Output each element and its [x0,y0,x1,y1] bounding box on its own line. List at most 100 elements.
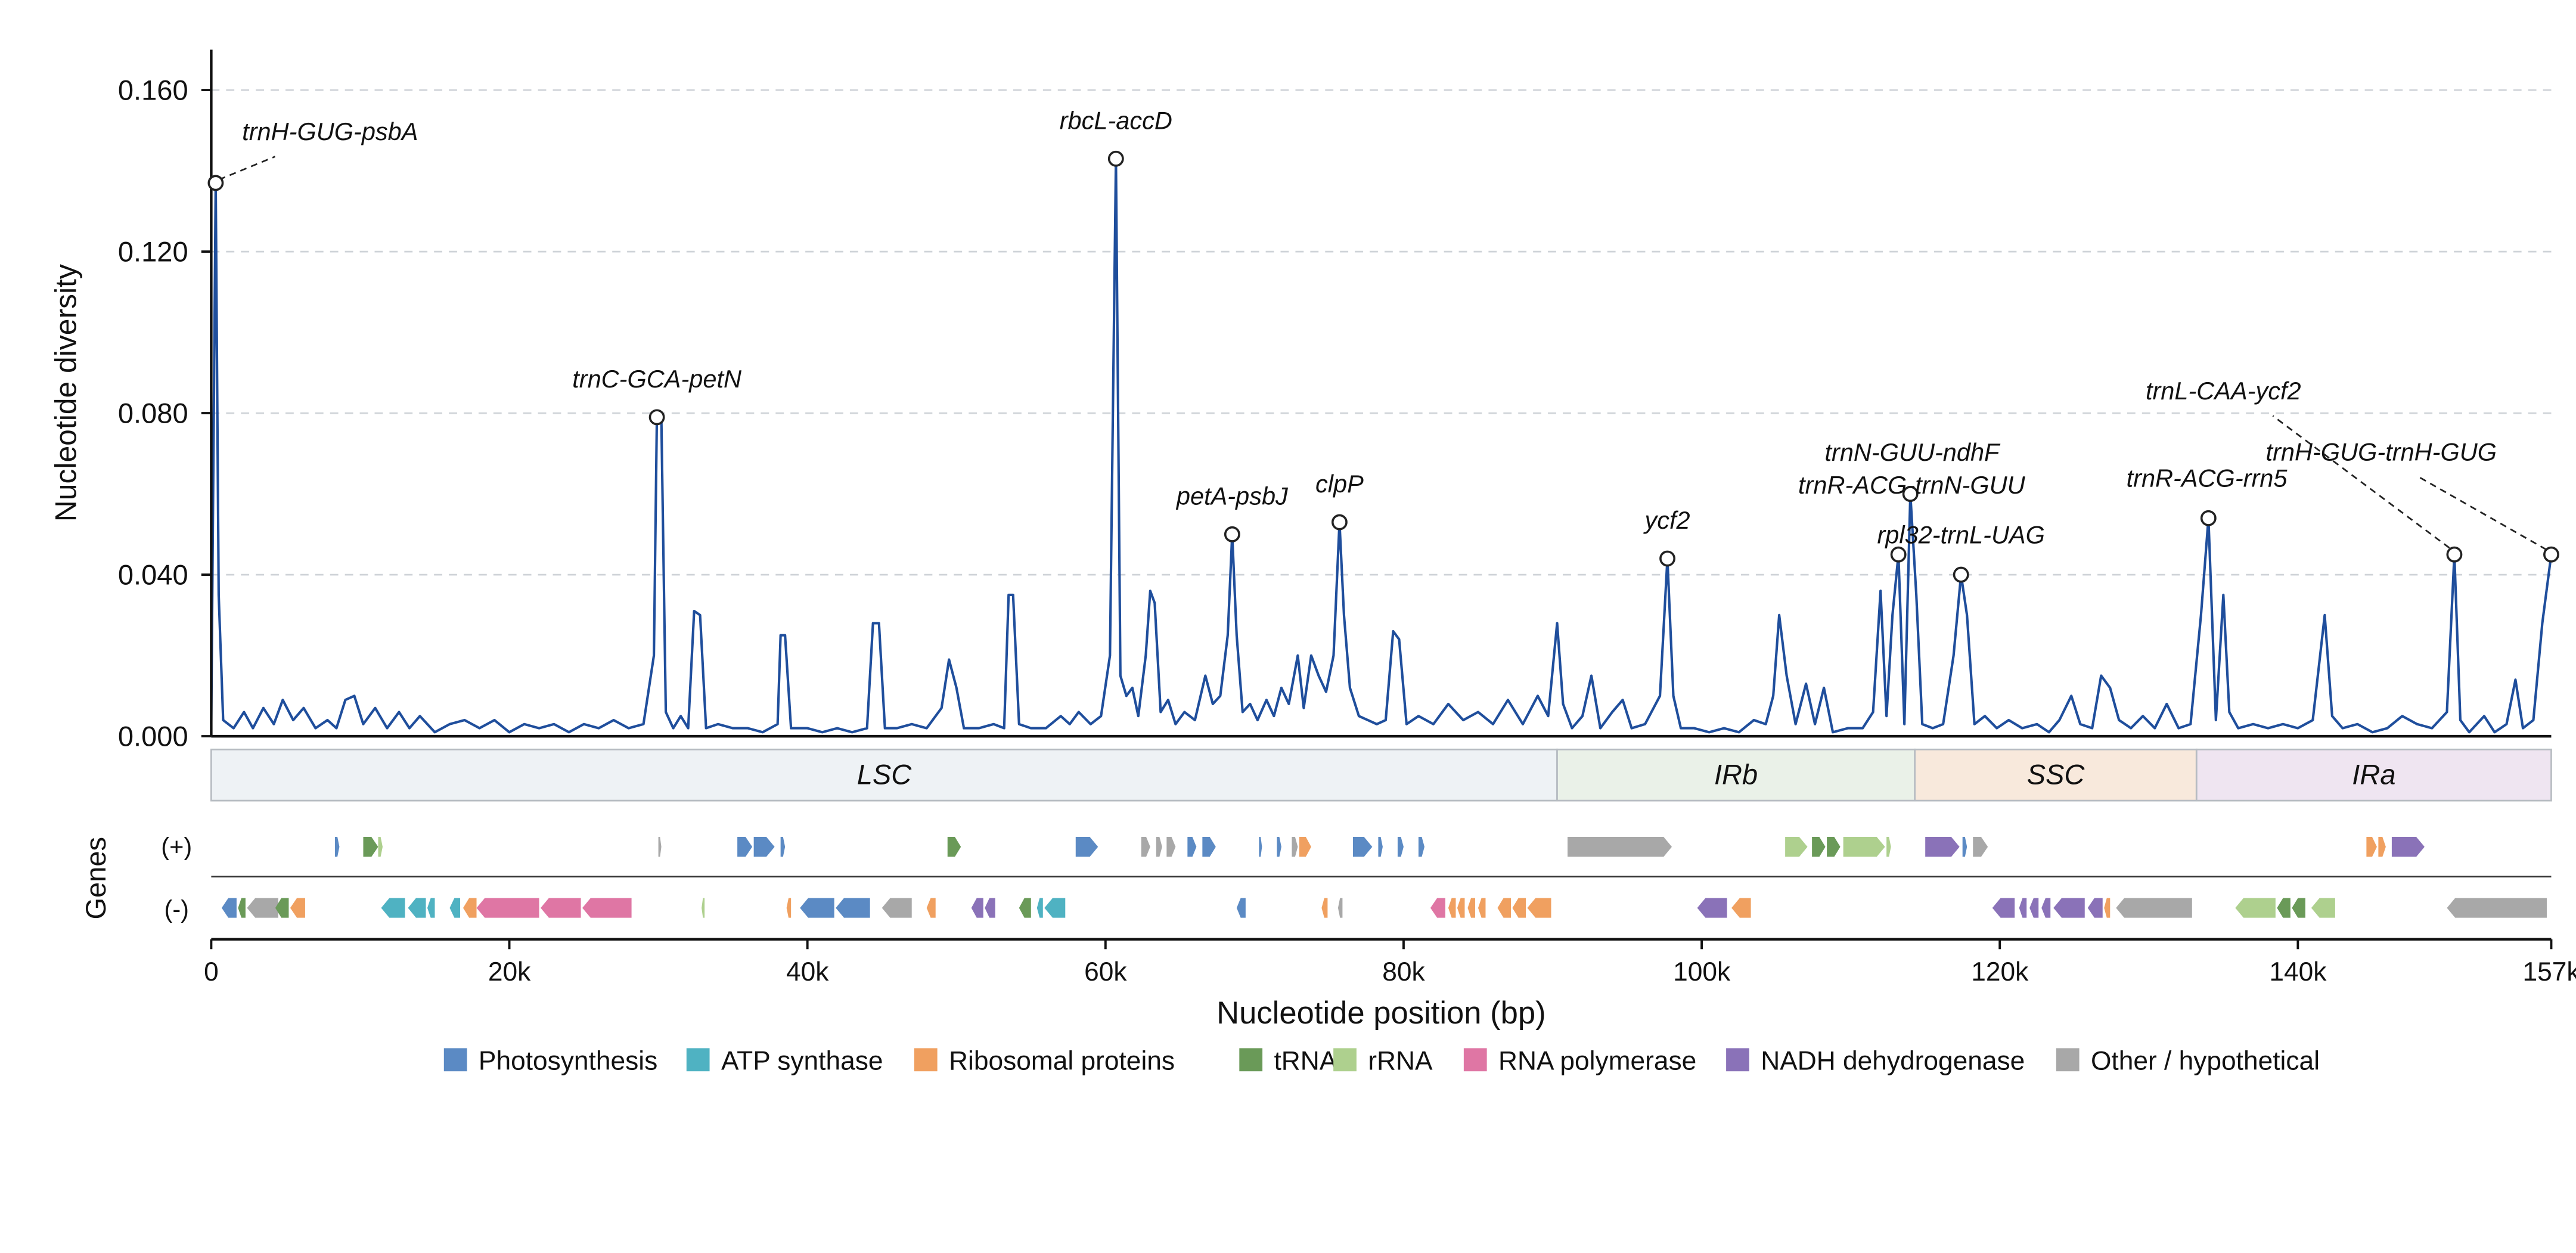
peak-leader-line [2272,415,2450,549]
gene-arrow-atp [381,898,405,918]
gene-arrow-rrna [1886,837,1891,857]
region-label: IRa [2352,758,2395,790]
x-tick-label: 40k [786,957,829,987]
gene-arrow-photosynthesis [1202,837,1216,857]
x-tick-label: 140k [2269,957,2327,987]
gene-arrow-photosynthesis [753,837,775,857]
gene-arrow-trna [1812,837,1826,857]
y-tick-label: 0.080 [118,398,188,429]
x-tick-label: 0 [204,957,219,987]
gene-arrow-atp [1036,898,1043,918]
peak-label: clpP [1315,470,1364,498]
legend-label: rRNA [1368,1046,1433,1075]
gene-arrow-atp [427,898,435,918]
gene-arrow-rnap [476,898,539,918]
peak-annotations: trnH-GUG-psbA trnC-GCA-petN rbcL-accD petA-… [207,106,2559,583]
x-tick-label: 100k [1673,957,1731,987]
gene-arrow-photosynthesis [1397,837,1404,857]
y-tick-label: 0.040 [118,559,188,591]
gene-arrow-ribosomal [1497,898,1511,918]
gene-arrow-ribosomal [2104,898,2111,918]
gene-arrow-ribosomal [926,898,936,918]
legend-swatch-nadh [1726,1048,1749,1072]
gene-arrow-rnap [541,898,581,918]
gene-arrow-rnap [1430,898,1445,918]
legend-label: RNA polymerase [1498,1046,1696,1075]
x-tick-label: 20k [488,957,531,987]
region-band [1914,748,2198,802]
region-band [1556,748,1916,802]
gridlines [211,89,2552,576]
x-axis-label: Nucleotide position (bp) [1216,995,1546,1031]
x-tick-label: 157k [2522,957,2576,987]
gene-arrow-photosynthesis [334,837,340,857]
peak-label: trnL-CAA-ycf2 [2146,377,2301,405]
peak-label: petA-psbJ [1175,482,1289,510]
gene-arrow-trna [275,898,289,918]
peak-marker [1890,546,1907,563]
gene-arrow-photosynthesis [1378,837,1383,857]
legend-label: NADH dehydrogenase [1761,1046,2025,1075]
gene-arrow-trna [2277,898,2291,918]
peak-label: trnH-GUG-trnH-GUG [2266,438,2497,466]
gene-arrow-other [1568,837,1672,857]
gene-arrow-photosynthesis [1075,837,1098,857]
gene-arrow-ribosomal [1527,898,1551,918]
peak-marker [207,175,224,191]
gene-arrow-rrna [2235,898,2276,918]
diversity-series-line [210,157,2553,734]
gene-arrow-rrna [1843,837,1885,857]
gene-arrow-ribosomal [786,898,792,918]
gene-arrow-trna [1827,837,1841,857]
peak-marker [2543,546,2559,563]
gene-arrow-ribosomal [463,898,477,918]
x-tick-label: 120k [1971,957,2029,987]
gene-arrow-atp [449,898,461,918]
peak-label: trnR-ACG-trnN-GUU [1798,471,2026,499]
gene-arrow-rrna [702,898,705,918]
gene-tracks [221,837,2547,918]
legend-label: Ribosomal proteins [949,1046,1175,1075]
y-tick-label: 0.000 [118,721,188,752]
gene-arrow-photosynthesis [1277,837,1281,857]
peak-label: ycf2 [1643,506,1690,534]
gene-arrow-other [882,898,912,918]
gene-arrow-nadh [2053,898,2085,918]
y-tick-label: 0.160 [118,75,188,106]
gene-arrow-photosynthesis [836,898,870,918]
gene-arrow-photosynthesis [780,837,786,857]
legend-swatch-rnap [1463,1048,1487,1072]
gene-arrow-ribosomal [1448,898,1456,918]
peak-label: trnC-GCA-petN [572,365,741,393]
peak-marker [1953,566,1969,583]
genes-label: Genes [80,837,111,920]
legend: Photosynthesis ATP synthase Ribosomal prot… [443,1046,2320,1075]
legend-swatch-trna [1239,1048,1263,1072]
peak-leader-line [2415,474,2547,551]
peak-marker [1659,550,1675,567]
strand-plus-label: (+) [161,832,192,860]
peak-label: rbcL-accD [1060,106,1172,134]
gene-arrow-other [1141,837,1150,857]
gene-arrow-nadh [985,898,995,918]
gene-arrow-photosynthesis [1352,837,1373,857]
gene-arrow-trna [2292,898,2305,918]
region-label: SSC [2027,758,2085,790]
legend-swatch-ribosomal [914,1048,938,1072]
gene-arrow-photosynthesis [737,837,753,857]
gene-arrow-ribosomal [2378,837,2386,857]
region-band [210,748,1558,802]
gene-arrow-atp [1044,898,1066,918]
peak-marker [1331,514,1348,531]
legend-label: ATP synthase [721,1046,883,1075]
peak-label: rpl32-trnL-UAG [1877,521,2044,549]
gene-arrow-ribosomal [290,898,305,918]
peak-label: trnN-GUU-ndhF [1824,438,2001,466]
gene-arrow-photosynthesis [800,898,834,918]
legend-swatch-photosynthesis [443,1048,467,1072]
legend-label: tRNA [1274,1046,1337,1075]
strand-minus-label: (-) [165,895,189,923]
x-tick-label: 80k [1382,957,1425,987]
gene-arrow-nadh [2019,898,2027,918]
